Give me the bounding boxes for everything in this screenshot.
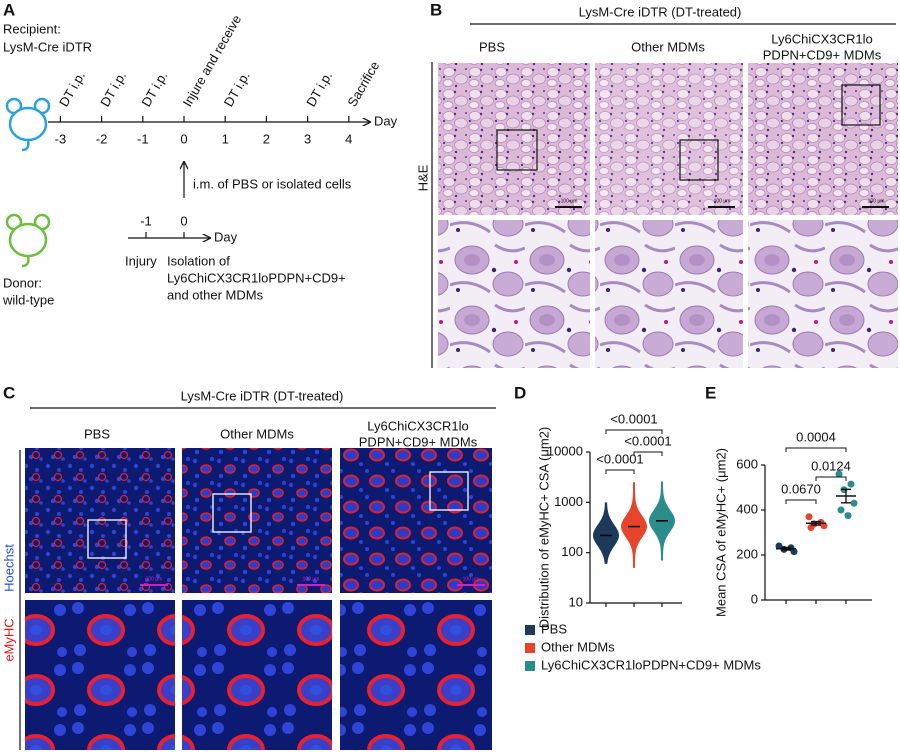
violin [593, 502, 619, 564]
column-header: Other MDMs [631, 39, 705, 54]
day-label: -1 [137, 131, 149, 146]
panel-label: D [514, 383, 526, 402]
panel-label: B [430, 0, 442, 19]
day-label: 3 [304, 131, 311, 146]
legend-label: Other MDMs [541, 639, 615, 654]
data-point [807, 524, 815, 532]
day-label: 4 [345, 131, 352, 146]
y-axis-label: Mean CSA of eMyHC+ (μm2) [713, 448, 728, 617]
y-axis-label: Distribution of eMyHC+ CSA (μm2) [536, 427, 551, 628]
scale-bar-label: 100 μm [303, 576, 320, 582]
isolation-label: and other MDMs [167, 287, 264, 302]
transfer-label: i.m. of PBS or isolated cells [193, 176, 352, 191]
event-label: DT i.p. [138, 69, 170, 109]
significance-label: 0.0670 [781, 481, 821, 496]
column-header: PDPN+CD9+ MDMs [359, 434, 478, 449]
column-header: Ly6ChiCX3CR1lo [367, 418, 468, 433]
data-point [775, 542, 783, 550]
scale-bar-label: 100 μm [463, 576, 480, 582]
event-label: DT i.p. [56, 69, 88, 109]
y-tick-label: 1000 [554, 494, 583, 509]
significance-label: <0.0001 [624, 433, 671, 448]
row-label-emyhc: eMyHC [1, 618, 16, 661]
significance-label: <0.0001 [610, 411, 657, 426]
isolation-label: Isolation of [167, 253, 230, 268]
panel-label: A [3, 0, 15, 19]
day-label: -3 [55, 131, 67, 146]
donor-mouse-icon [5, 213, 51, 268]
panel-title: LysM-Cre iDTR (DT-treated) [579, 4, 742, 19]
legend-label: PBS [541, 621, 567, 636]
significance-label: 0.0004 [796, 429, 836, 444]
panel-label: C [3, 383, 15, 402]
scale-bar-label: 100 μm [561, 198, 578, 204]
donor-day-label: -1 [140, 213, 152, 228]
significance-bracket [605, 469, 635, 474]
legend-swatch [525, 661, 535, 671]
data-point [835, 470, 843, 478]
data-point [844, 512, 852, 520]
data-point [790, 548, 798, 556]
y-tick-label: 600 [736, 456, 758, 471]
significance-bracket [605, 429, 663, 434]
donor-label: Donor: [3, 275, 42, 290]
scale-bar-label: 100 μm [714, 198, 731, 204]
legend-swatch [525, 625, 535, 635]
column-header: PDPN+CD9+ MDMs [763, 47, 882, 62]
error-bar [841, 488, 851, 504]
event-label: DT i.p. [303, 69, 335, 109]
scale-bar-label: 100 μm [146, 576, 163, 582]
panel-label: E [705, 383, 716, 402]
row-label: H&E [415, 164, 430, 191]
data-point [805, 513, 813, 521]
y-tick-label: 10 [569, 594, 583, 609]
injury-label: Injury [125, 253, 157, 268]
isolation-label: Ly6ChiCX3CR1loPDPN+CD9+ [167, 270, 346, 285]
violin [621, 482, 647, 568]
event-label: DT i.p. [97, 69, 129, 109]
day-label: 0 [180, 131, 187, 146]
legend-label: Ly6ChiCX3CR1loPDPN+CD9+ MDMs [541, 657, 761, 672]
panel-title: LysM-Cre iDTR (DT-treated) [181, 388, 344, 403]
row-label-hoechst: Hoechst [1, 544, 16, 592]
day-axis-label: Day [374, 113, 398, 128]
recipient-label: Recipient: [3, 21, 61, 36]
data-point [850, 499, 858, 507]
recipient-strain: LysM-Cre iDTR [3, 39, 92, 54]
error-bar [781, 546, 791, 551]
donor-day-axis-label: Day [214, 229, 238, 244]
fluorescence-images [25, 448, 492, 750]
significance-bracket [633, 451, 663, 456]
y-tick-label: 10000 [547, 443, 583, 458]
day-label: -2 [96, 131, 108, 146]
y-tick-label: 200 [736, 546, 758, 561]
day-label: 1 [222, 131, 229, 146]
column-header: Other MDMs [220, 426, 294, 441]
significance-label: <0.0001 [596, 451, 643, 466]
y-tick-label: 100 [561, 544, 583, 559]
day-label: 2 [263, 131, 270, 146]
y-tick-label: 0 [751, 591, 758, 606]
data-point [847, 480, 855, 488]
significance-label: 0.0124 [811, 458, 851, 473]
he-images [438, 63, 898, 368]
donor-strain: wild-type [2, 292, 54, 307]
error-bar [811, 520, 821, 526]
scale-bar-label: 100 μm [868, 198, 885, 204]
legend-swatch [525, 643, 535, 653]
recipient-mouse-icon [5, 97, 51, 152]
event-label: Sacrifice [344, 59, 382, 110]
donor-day-label: 0 [180, 213, 187, 228]
y-tick-label: 400 [736, 501, 758, 516]
column-header: PBS [479, 39, 505, 54]
column-header: PBS [84, 426, 110, 441]
event-label: DT i.p. [221, 69, 253, 109]
significance-bracket [785, 499, 817, 504]
significance-bracket [785, 447, 847, 452]
data-point [837, 506, 845, 514]
significance-bracket [815, 476, 847, 481]
column-header: Ly6ChiCX3CR1lo [771, 31, 872, 46]
